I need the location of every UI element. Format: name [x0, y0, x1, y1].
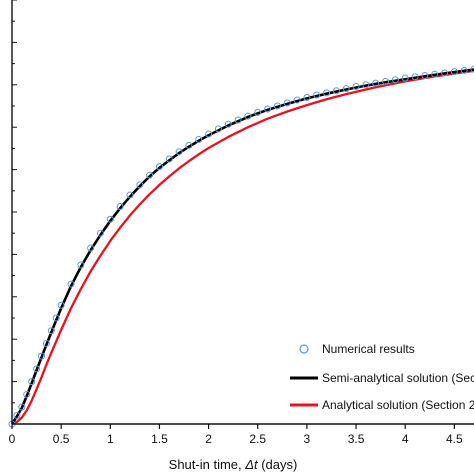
x-axis-title-symbol: Δt — [244, 457, 259, 472]
x-axis-title: Shut-in time, Δt (days) — [169, 457, 298, 472]
series-line — [11, 69, 474, 426]
data-point — [165, 155, 173, 163]
data-point — [67, 280, 75, 288]
data-point — [33, 365, 41, 373]
x-tick-label: 3 — [304, 432, 311, 446]
data-point — [155, 163, 163, 171]
x-tick-label: 4.5 — [446, 432, 463, 446]
data-point — [126, 191, 134, 199]
data-point — [342, 85, 350, 93]
data-point — [185, 141, 193, 149]
x-tick-label: 2 — [205, 432, 212, 446]
data-point — [303, 94, 311, 102]
data-point — [96, 229, 104, 237]
data-point — [23, 390, 31, 398]
data-series — [8, 65, 474, 428]
data-point — [77, 261, 85, 269]
data-point — [106, 215, 114, 223]
data-point — [47, 327, 55, 335]
x-axis-tick-labels: 0 0.5 1 1.5 2 2.5 3 3.5 4 4.5 — [9, 432, 463, 446]
data-point — [391, 76, 399, 84]
x-tick-label: 0 — [9, 432, 16, 446]
data-point — [283, 99, 291, 107]
x-axis-title-suffix: (days) — [258, 457, 298, 472]
data-point — [323, 89, 331, 97]
data-point — [441, 69, 449, 77]
data-point — [136, 181, 144, 189]
data-point — [411, 73, 419, 81]
data-point — [460, 66, 468, 74]
legend-marker — [299, 344, 309, 354]
x-tick-label: 1.5 — [151, 432, 168, 446]
data-point — [352, 83, 360, 90]
legend-label: Semi-analytical solution (Section — [322, 371, 474, 385]
data-point — [57, 301, 65, 309]
series-line — [10, 68, 474, 425]
data-point — [382, 77, 390, 85]
data-point — [264, 105, 272, 113]
legend: Numerical results Semi-analytical solutio… — [290, 342, 474, 412]
data-point — [470, 65, 474, 73]
data-point — [254, 108, 262, 116]
data-point — [313, 91, 321, 99]
data-point — [450, 68, 458, 76]
data-point — [244, 112, 252, 120]
data-point — [195, 136, 203, 143]
x-tick-label: 3.5 — [348, 432, 365, 446]
data-point — [87, 244, 95, 252]
legend-label: Numerical results — [322, 342, 415, 356]
data-point — [332, 87, 340, 95]
data-point — [28, 378, 36, 386]
data-point — [37, 352, 45, 360]
series-markers — [8, 65, 474, 428]
data-point — [18, 403, 26, 411]
data-point — [293, 96, 301, 104]
data-point — [205, 130, 213, 138]
data-point — [146, 171, 154, 179]
data-point — [362, 81, 370, 89]
data-point — [224, 120, 232, 128]
x-tick-label: 2.5 — [249, 432, 266, 446]
data-point — [273, 102, 281, 110]
data-point — [13, 412, 21, 420]
data-point — [116, 202, 124, 210]
x-tick-label: 4 — [402, 432, 409, 446]
data-point — [175, 148, 183, 156]
x-axis-title-prefix: Shut-in time, — [169, 457, 246, 472]
data-point — [401, 74, 409, 82]
x-tick-label: 0.5 — [53, 432, 70, 446]
x-axis-ticks — [11, 424, 455, 429]
data-point — [214, 125, 222, 133]
data-point — [234, 116, 242, 124]
data-point — [421, 71, 429, 79]
data-point — [372, 79, 380, 87]
data-point — [52, 314, 60, 322]
legend-label: Analytical solution (Section 2. — [322, 398, 474, 412]
data-point — [42, 339, 50, 347]
x-tick-label: 1 — [107, 432, 114, 446]
axes: 0 0.5 1 1.5 2 2.5 3 3.5 4 4.5 — [9, 0, 474, 446]
y-axis-ticks — [12, 0, 17, 404]
data-point — [431, 70, 439, 78]
